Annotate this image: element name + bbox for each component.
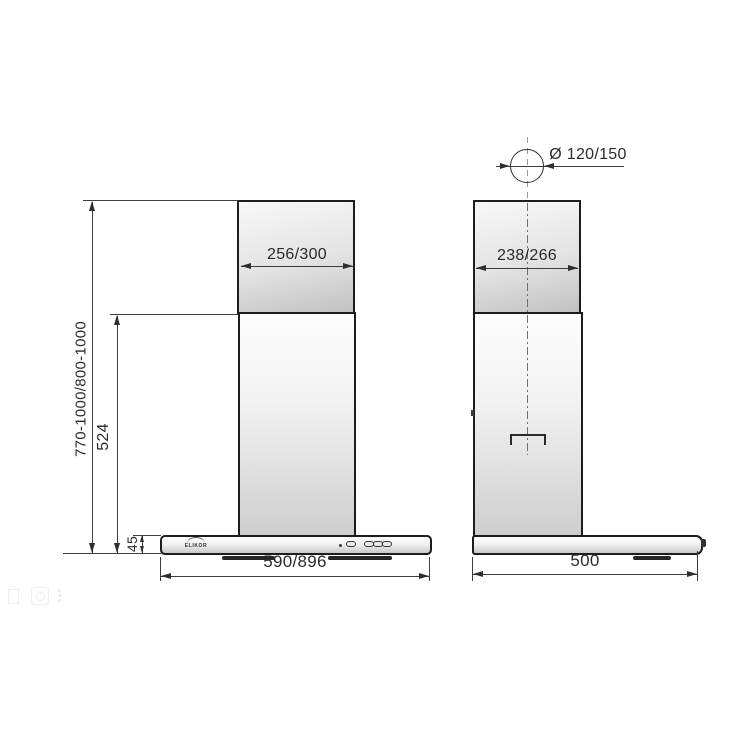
front-filter-strip-right: [328, 556, 392, 560]
ext-line-body-left: [160, 557, 161, 581]
arrowhead-left: [241, 263, 251, 269]
dim-label-body-depth: 500: [570, 551, 600, 570]
brand-logo: ELIKOR: [176, 537, 216, 553]
mounting-bracket-icon: [510, 434, 546, 445]
logo-arc-icon: [187, 537, 205, 543]
dim-line-body-width: [161, 576, 429, 577]
front-lower-chimney: [238, 312, 356, 537]
dim-label-body-height: 45: [124, 535, 140, 553]
arrowhead-up: [140, 535, 144, 542]
arrowhead-left: [544, 163, 554, 169]
dim-label-chimney-depth: 238/266: [497, 247, 557, 264]
dim-line-total-height: [92, 202, 93, 553]
dim-label-duct-diameter: Ø 120/150: [549, 146, 627, 163]
arrowhead-right: [419, 573, 429, 579]
front-upper-chimney: [237, 200, 355, 314]
power-cord-tab: [701, 539, 706, 547]
dim-line-front-chimney-width: [241, 266, 353, 267]
dim-line-duct-diameter: [496, 166, 624, 167]
ext-line-hood-bottom: [63, 553, 161, 554]
dim-label-front-chimney-width: 256/300: [267, 246, 327, 263]
ext-line-depth-right: [697, 551, 698, 581]
bookmark-icon: [8, 589, 19, 604]
front-filter-strip-left: [222, 556, 275, 560]
arrowhead-up: [89, 201, 95, 211]
ext-line-chimney-joint: [110, 314, 238, 315]
centerline-chimney: [527, 203, 528, 455]
dots-menu-icon: [58, 589, 61, 602]
dim-line-body-depth: [473, 574, 697, 575]
indicator-dot-icon: [339, 544, 342, 547]
dim-line-chimney-depth: [476, 268, 578, 269]
front-hood-body: [160, 535, 432, 555]
arrowhead-up: [114, 315, 120, 325]
light-button-icon: [346, 541, 356, 547]
logo-text: ELIKOR: [184, 543, 208, 549]
camera-icon: [31, 587, 49, 605]
arrowhead-left: [476, 265, 486, 271]
arrowhead-down: [114, 543, 120, 553]
arrowhead-right: [500, 163, 510, 169]
arrowhead-down: [89, 543, 95, 553]
side-lower-chimney: [473, 312, 583, 537]
ext-line-depth-left: [472, 557, 473, 581]
arrowhead-right: [343, 263, 353, 269]
dim-label-chimney-height: 524: [95, 423, 112, 451]
dim-line-chimney-height: [117, 316, 118, 553]
side-filter-strip: [633, 556, 671, 560]
wall-hook-mark: [471, 410, 474, 416]
dim-label-body-width: 590/896: [263, 552, 327, 571]
ext-line-chimney-top: [83, 200, 238, 201]
arrowhead-left: [161, 573, 171, 579]
dim-label-total-height: 770-1000/800-1000: [72, 320, 90, 458]
arrowhead-left: [473, 571, 483, 577]
dim-line-body-height: [142, 535, 143, 553]
ext-line-hood-top: [133, 535, 161, 536]
camera-lens-icon: [36, 592, 45, 601]
arrowhead-right: [687, 571, 697, 577]
ext-line-body-right: [429, 557, 430, 581]
arrowhead-down: [140, 546, 144, 553]
arrowhead-right: [568, 265, 578, 271]
speed-button-3-icon: [382, 541, 392, 547]
